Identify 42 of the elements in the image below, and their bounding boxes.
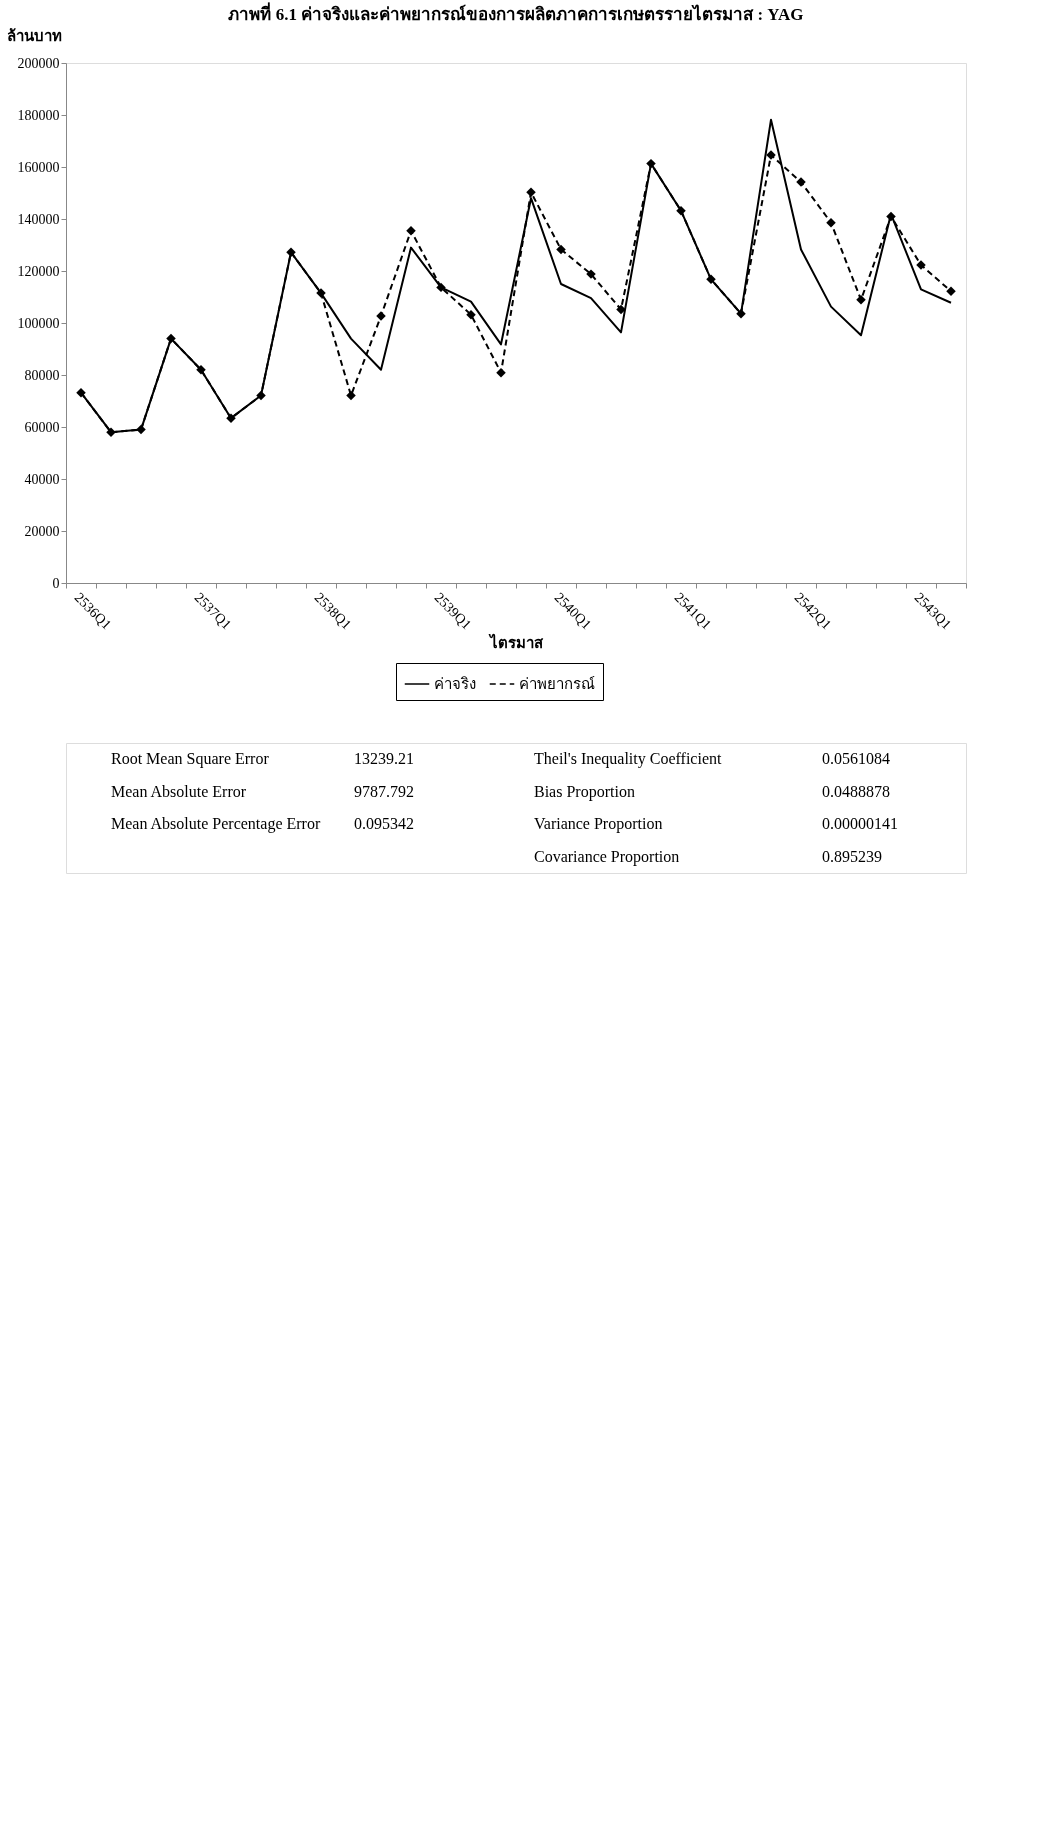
- x-axis-title: ไตรมาส: [488, 633, 544, 652]
- legend-label: ค่าพยากรณ์: [519, 676, 595, 692]
- point: [166, 333, 176, 344]
- y-axis-title: ล้านบาท: [6, 27, 62, 44]
- point: [556, 244, 566, 255]
- point: [136, 424, 146, 435]
- point: [346, 390, 356, 401]
- y-tick-label: 180000: [17, 107, 60, 123]
- point: [466, 309, 476, 320]
- y-tick-label: 140000: [17, 211, 60, 227]
- text: Variance Proportion 0.00000141: [534, 815, 898, 833]
- point: [646, 158, 656, 169]
- text: Covariance Proportion 0.895239: [534, 847, 882, 865]
- y-tick-label: 80000: [24, 367, 60, 383]
- chart-title: ภาพที่ 6.1 ค่าจริงและค่าพยากรณ์ของการผลิตภาคการเกษตรรายไตรมาส : YAG: [228, 2, 804, 24]
- text: Root Mean Square Error 13239.21: [111, 750, 414, 768]
- text: Bias Proportion 0.0488878: [534, 782, 890, 800]
- point: [736, 308, 746, 319]
- y-tick-label: 0: [52, 575, 60, 591]
- text: Theil's Inequality Coefficient 0.0561084: [534, 750, 890, 768]
- y-tick-label: 40000: [24, 471, 60, 487]
- point: [286, 247, 296, 258]
- point: [676, 205, 686, 216]
- y-tick-label: 160000: [17, 159, 60, 175]
- point: [616, 304, 626, 315]
- text: Mean Absolute Error 9787.792: [111, 782, 414, 800]
- point: [706, 274, 716, 285]
- point: [256, 390, 266, 401]
- point: [826, 217, 836, 228]
- y-tick-label: 60000: [24, 419, 60, 435]
- y-tick-label: 200000: [17, 55, 60, 71]
- y-tick-label: 100000: [17, 315, 60, 331]
- text: Mean Absolute Percentage Error 0.095342: [111, 815, 414, 833]
- legend-label: ค่าจริง: [434, 676, 476, 692]
- point: [406, 225, 416, 236]
- point: [436, 282, 446, 293]
- point: [946, 286, 956, 297]
- point: [496, 367, 506, 378]
- point: [76, 387, 86, 398]
- y-tick-label: 20000: [24, 523, 60, 539]
- y-tick-label: 120000: [17, 263, 60, 279]
- point: [886, 211, 896, 222]
